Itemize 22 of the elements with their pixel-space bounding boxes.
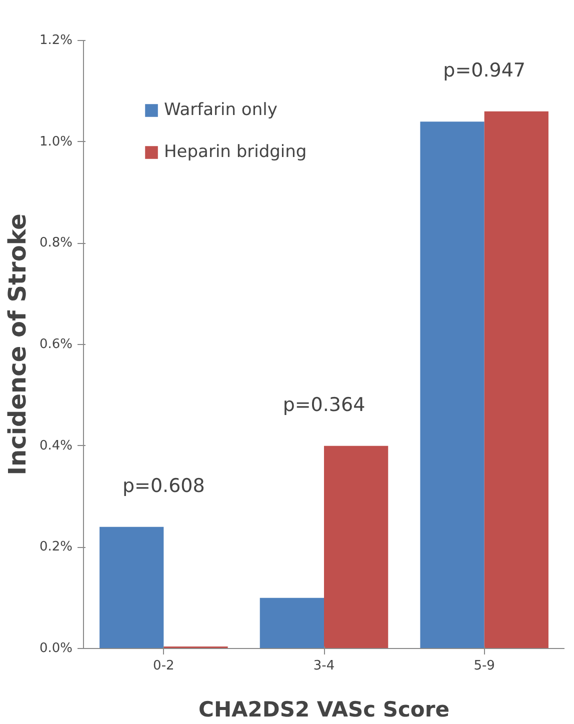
bar <box>484 111 548 648</box>
y-tick-label: 0.8% <box>39 236 73 251</box>
x-tick-label: 0-2 <box>153 658 174 674</box>
bar <box>100 526 164 648</box>
bar <box>260 598 324 648</box>
x-tick-label: 5-9 <box>474 658 495 674</box>
annotation: p=0.947 <box>443 59 526 82</box>
x-axis-title: CHA2DS2 VASc Score <box>198 698 450 722</box>
x-tick-label: 3-4 <box>313 658 335 674</box>
y-tick-label: 1.0% <box>39 134 73 150</box>
annotation: p=0.608 <box>122 474 205 497</box>
y-tick-label: 0.6% <box>39 337 73 352</box>
y-tick-label: 1.2% <box>39 33 73 48</box>
y-tick-label: 0.4% <box>39 438 73 454</box>
bar <box>420 122 484 648</box>
y-axis-title: Incidence of Stroke <box>3 214 32 476</box>
legend-label: Heparin bridging <box>164 142 307 162</box>
annotation: p=0.364 <box>282 394 366 416</box>
legend-label: Warfarin only <box>164 100 278 120</box>
y-tick-label: 0.2% <box>39 540 73 555</box>
y-tick-label: 0.0% <box>39 641 73 656</box>
bar <box>324 446 388 648</box>
